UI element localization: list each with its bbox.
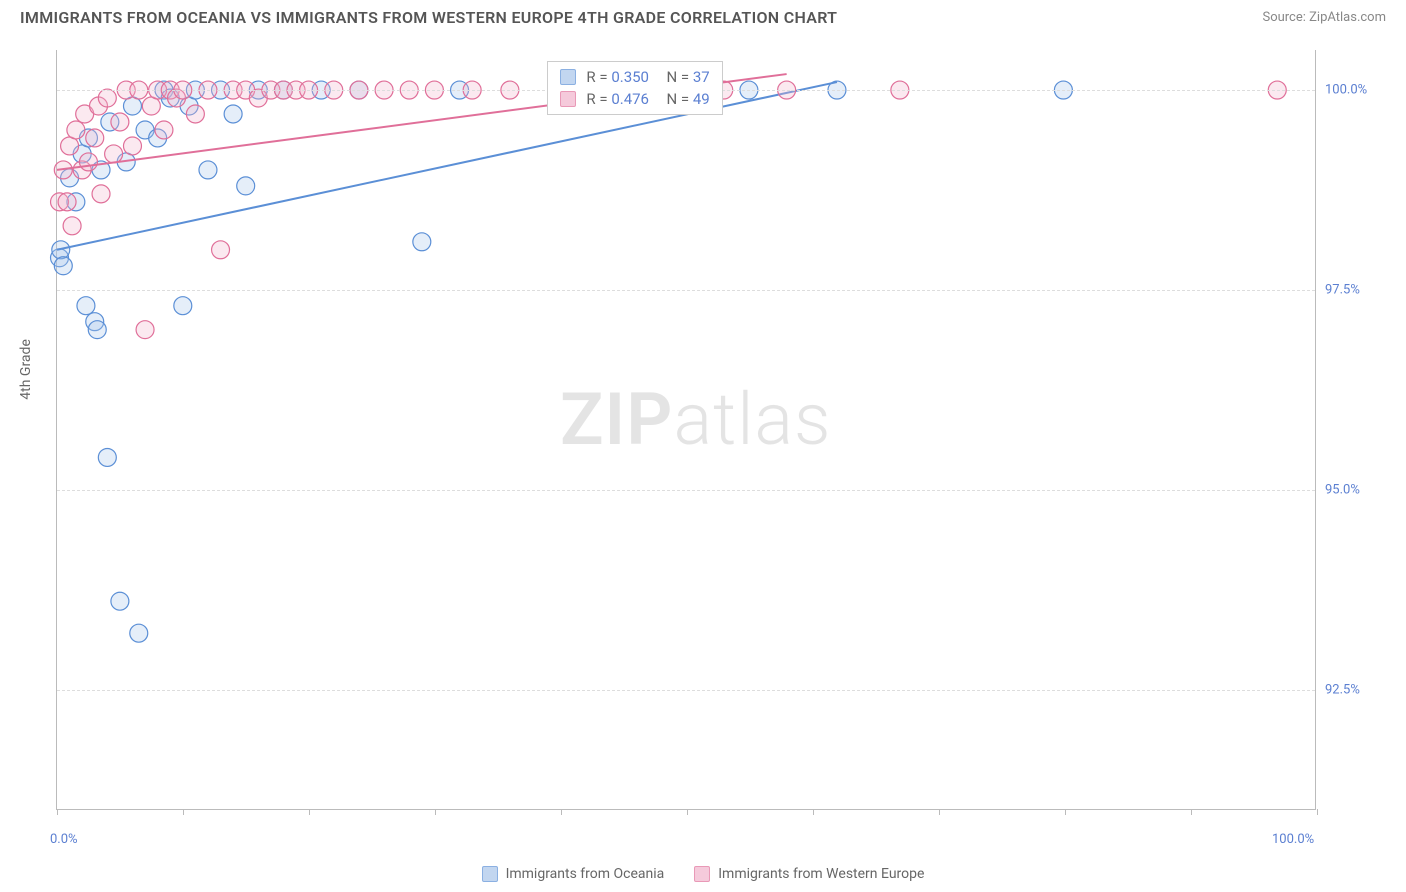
legend-label: Immigrants from Oceania — [506, 866, 665, 882]
stat-r: R = 0.476 — [586, 90, 649, 108]
stat-n: N = 49 — [659, 90, 710, 108]
data-point — [174, 297, 192, 315]
gridline — [57, 690, 1315, 691]
legend-item: Immigrants from Western Europe — [694, 866, 924, 882]
chart-plot-area: 92.5%95.0%97.5%100.0% — [56, 50, 1316, 810]
data-point — [413, 233, 431, 251]
stats-legend-box: R = 0.350 N = 37R = 0.476 N = 49 — [547, 61, 722, 115]
data-point — [79, 153, 97, 171]
x-tick-mark — [57, 809, 58, 815]
x-tick-mark — [435, 809, 436, 815]
y-tick-label: 95.0% — [1325, 483, 1385, 498]
data-point — [199, 161, 217, 179]
data-point — [136, 321, 154, 339]
data-point — [212, 241, 230, 259]
stats-legend-row: R = 0.350 N = 37 — [548, 66, 721, 88]
data-point — [77, 297, 95, 315]
source-label: Source: ZipAtlas.com — [1262, 10, 1386, 25]
data-point — [105, 145, 123, 163]
data-point — [111, 592, 129, 610]
gridline — [57, 490, 1315, 491]
data-point — [237, 177, 255, 195]
data-point — [123, 137, 141, 155]
chart-title: IMMIGRANTS FROM OCEANIA VS IMMIGRANTS FR… — [20, 8, 837, 27]
stats-legend-row: R = 0.476 N = 49 — [548, 88, 721, 110]
data-point — [61, 137, 79, 155]
scatter-plot-svg — [57, 50, 1315, 809]
x-tick-mark — [1065, 809, 1066, 815]
x-tick-label: 100.0% — [1272, 832, 1314, 847]
legend-swatch — [560, 91, 576, 107]
y-tick-label: 97.5% — [1325, 283, 1385, 298]
x-tick-mark — [939, 809, 940, 815]
data-point — [186, 105, 204, 123]
data-point — [86, 129, 104, 147]
data-point — [98, 448, 116, 466]
data-point — [63, 217, 81, 235]
data-point — [67, 121, 85, 139]
data-point — [155, 121, 173, 139]
gridline — [57, 290, 1315, 291]
legend-label: Immigrants from Western Europe — [718, 866, 924, 882]
x-tick-mark — [561, 809, 562, 815]
legend-swatch — [482, 866, 498, 882]
x-tick-mark — [813, 809, 814, 815]
data-point — [54, 257, 72, 275]
stat-n: N = 37 — [659, 68, 710, 86]
x-tick-mark — [687, 809, 688, 815]
data-point — [130, 624, 148, 642]
x-tick-mark — [1191, 809, 1192, 815]
data-point — [123, 97, 141, 115]
legend-swatch — [560, 69, 576, 85]
legend-item: Immigrants from Oceania — [482, 866, 665, 882]
data-point — [98, 89, 116, 107]
y-tick-label: 100.0% — [1325, 83, 1385, 98]
y-tick-label: 92.5% — [1325, 683, 1385, 698]
stat-r: R = 0.350 — [586, 68, 649, 86]
data-point — [142, 97, 160, 115]
legend-swatch — [694, 866, 710, 882]
bottom-legend: Immigrants from Oceania Immigrants from W… — [0, 866, 1406, 882]
x-tick-mark — [309, 809, 310, 815]
data-point — [88, 321, 106, 339]
x-tick-mark — [1317, 809, 1318, 815]
x-tick-mark — [183, 809, 184, 815]
x-tick-label: 0.0% — [50, 832, 78, 847]
data-point — [58, 193, 76, 211]
data-point — [92, 185, 110, 203]
data-point — [111, 113, 129, 131]
y-axis-label: 4th Grade — [18, 339, 34, 400]
data-point — [224, 105, 242, 123]
